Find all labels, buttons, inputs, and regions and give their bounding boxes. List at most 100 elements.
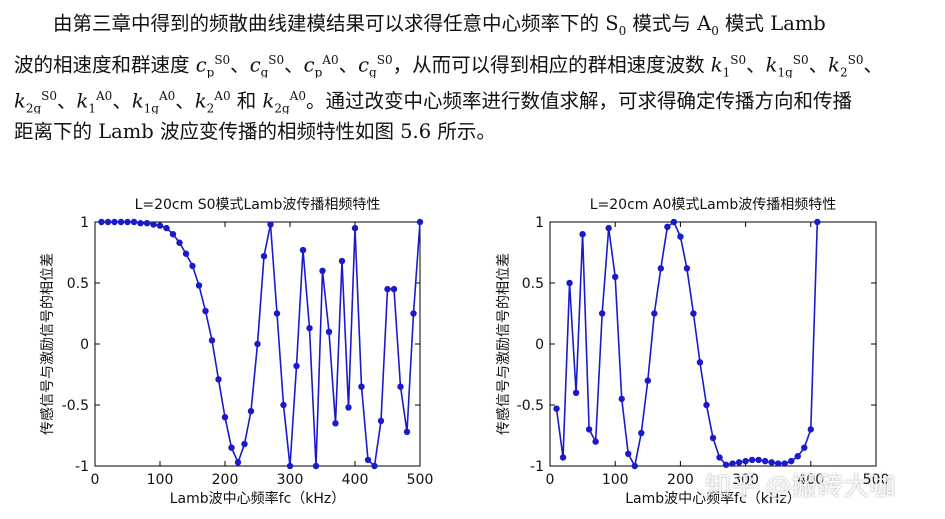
x-tick-label: 0 [546,472,555,488]
data-point [351,224,359,232]
body-paragraph: 由第三章中得到的频散曲线建模结果可以求得任意中心频率下的 S0 模式与 A0 模… [14,6,939,150]
data-point [775,460,782,467]
data-point [124,218,131,226]
text-run: 模式 Lamb [718,12,826,35]
plot-frame [549,221,877,467]
data-point [202,307,209,315]
x-axis-label: Lamb波中心频率fc（kHz） [625,490,801,507]
data-point [559,454,567,461]
text-run: 波的相速度和群速度 [14,53,196,77]
data-point [397,383,404,390]
data-point [403,428,411,436]
data-point [130,218,138,226]
velocity-superscript: A0 [322,53,339,67]
x-tick-label: 100 [147,472,174,488]
data-point [566,279,573,287]
data-point [117,218,125,226]
separator: 、 [338,53,359,77]
y-axis-label: 传感信号与激励信号的相位差 [39,253,56,435]
data-point [156,222,164,229]
data-point [722,461,730,468]
data-point [598,310,606,317]
data-point [260,252,268,260]
data-point [729,460,736,467]
data-point [254,340,261,348]
x-tick-label: 300 [732,472,759,488]
data-point [703,401,710,409]
data-point [572,389,580,396]
y-tick-label: 0 [80,337,89,353]
data-point [410,310,417,317]
wavenumber-subscript: 2g [25,101,42,114]
data-point [657,265,665,272]
wavenumber-subscript: 1g [777,65,793,78]
wavenumber-symbol: k [262,89,275,113]
data-point [267,221,274,228]
y-tick-label: 1 [80,215,89,231]
data-point [215,376,222,383]
data-point [416,218,424,226]
data-point [221,414,229,421]
data-point [345,404,352,411]
a0-phase-chart: L=20cm A0模式Lamb波传播相频特性 0 100 200 300 400 500 1 0… [472,186,945,516]
x-axis-label: Lamb波中心频率fc（kHz） [170,490,346,507]
text-run: 由第三章中得到的频散曲线建模结果可以求得任意中心频率下的 [53,12,606,35]
data-point [228,444,235,451]
velocity-subscript: g [260,65,269,78]
data-point [612,273,619,281]
wavenumber-subscript: 1g [143,101,159,114]
x-tick-label: 300 [277,472,304,488]
data-point [273,310,281,317]
velocity-subscript: g [369,65,377,78]
data-point [677,233,684,240]
data-point [98,218,105,226]
data-point [755,456,762,464]
x-tick-label: 200 [212,472,239,488]
wavenumber-symbol: k [765,53,778,77]
text-run: 模式与 [626,12,698,35]
wavenumber-superscript: S0 [847,53,864,67]
wavenumber-symbol: k [194,89,207,113]
data-point [690,310,697,317]
chart-title: L=20cm S0模式Lamb波传播相频特性 [135,197,381,213]
data-point [338,257,346,265]
data-point [169,231,177,238]
wavenumber-superscript: A0 [158,89,176,103]
data-point [234,459,242,466]
data-point [781,460,788,467]
data-point [332,420,339,427]
separator: 、 [57,89,77,113]
data-point [807,426,814,433]
velocity-subscript: p [314,65,323,78]
mode-symbol: S [605,12,619,35]
data-point [644,377,651,384]
mode-subscript: 0 [618,23,627,38]
data-point [247,407,255,415]
velocity-symbol: c [195,53,207,77]
wavenumber-superscript: A0 [289,89,306,103]
data-point [377,417,385,425]
velocity-subscript: p [206,65,215,78]
y-tick-label: -1 [530,459,544,475]
data-point [325,328,333,335]
x-tick-label: 400 [797,472,824,488]
data-point [696,359,704,366]
data-point [150,221,157,228]
data-point [104,218,112,226]
data-point [638,429,645,437]
data-point [111,218,118,226]
data-point [618,395,625,403]
y-tick-label: -0.5 [517,398,544,414]
data-point [280,401,287,409]
x-tick-label: 200 [667,472,694,488]
data-point [605,224,612,232]
text-run: 和 [230,89,263,113]
paragraph-line-4: 距离下的 Lamb 波应变传播的相频特性如图 5.6 所示。 [14,120,496,143]
paragraph-line-1: 由第三章中得到的频散曲线建模结果可以求得任意中心频率下的 S0 模式与 A0 模… [14,6,939,42]
x-tick-label: 0 [91,472,100,488]
wavenumber-subscript: 2 [206,101,215,114]
text-run: 。通过改变中心频率进行数值求解，可求得确定传播方向和传播 [305,89,852,113]
velocity-symbol: c [303,53,315,77]
separator: 、 [112,89,132,113]
velocity-symbol: c [249,53,261,77]
